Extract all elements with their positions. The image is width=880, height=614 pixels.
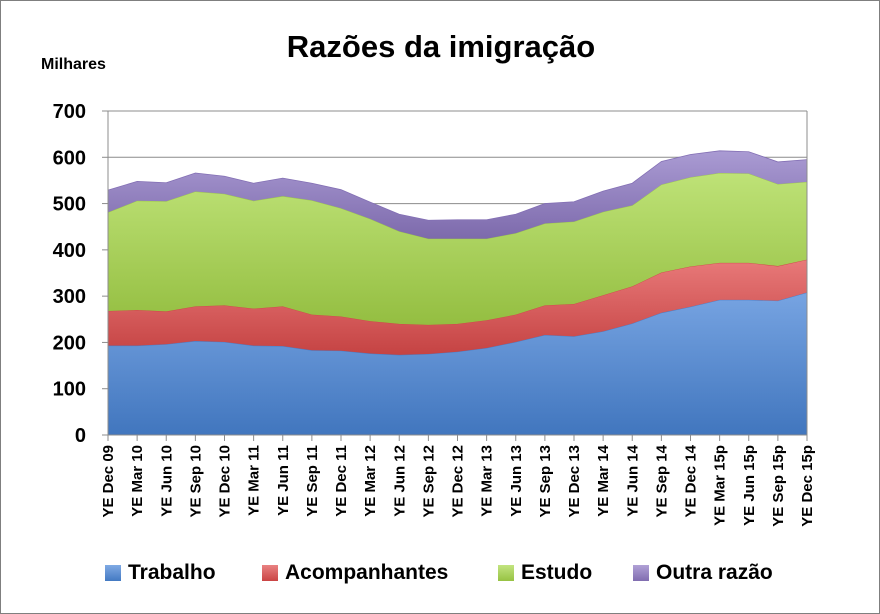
area-series-acompanhantes [108, 259, 807, 355]
x-tick-label: YE Mar 10 [129, 445, 146, 517]
y-tick-label: 300 [53, 286, 86, 308]
x-tick-label: YE Sep 15p [770, 445, 787, 527]
x-tick-label: YE Mar 15p [712, 445, 729, 526]
x-tick-label: YE Jun 11 [275, 445, 292, 516]
stacked-area-plot: 0 100 200 300 400 500 600 700 YE Dec 09 YE Mar 10… [53, 101, 816, 527]
y-axis-unit-label: Milhares [41, 56, 106, 73]
x-tick-label: YE Sep 14 [653, 444, 670, 517]
legend-label: Estudo [521, 561, 593, 584]
x-tick-label: YE Jun 12 [391, 445, 408, 517]
area-series-outra-razão [108, 150, 807, 239]
area-series-estudo [108, 173, 807, 325]
area-edge-outra-razão [107, 150, 808, 221]
x-tick-label: YE Sep 13 [537, 445, 554, 518]
legend-swatch [633, 565, 649, 581]
area-series-trabalho [108, 292, 807, 435]
x-tick-label: YE Mar 13 [479, 445, 496, 517]
y-tick-label: 200 [53, 332, 86, 354]
legend-swatch [262, 565, 278, 581]
y-tick-label: 600 [53, 147, 86, 169]
x-tick-label: YE Dec 11 [333, 445, 350, 517]
x-tick-label: YE Dec 14 [683, 444, 700, 517]
x-tick-label: YE Jun 15p [741, 445, 758, 526]
legend-item-acompanhantes: Acompanhantes [262, 561, 448, 585]
x-tick-label: YE Mar 11 [246, 445, 263, 516]
x-tick-label: YE Dec 09 [100, 445, 117, 518]
legend-swatch [105, 565, 121, 581]
x-tick-label: YE Dec 15p [799, 445, 816, 527]
legend-item-outra-razão: Outra razão [633, 561, 773, 585]
y-tick-label: 400 [53, 240, 86, 262]
y-tick-label: 100 [53, 379, 86, 401]
y-tick-label: 500 [53, 194, 86, 216]
legend-label: Outra razão [656, 561, 773, 584]
chart-title: Razões da imigração [286, 29, 596, 64]
y-tick-label: 0 [75, 425, 86, 447]
x-tick-label: YE Dec 10 [217, 445, 234, 518]
x-tick-label: YE Sep 11 [304, 445, 321, 517]
x-tick-label: YE Jun 10 [158, 445, 175, 517]
x-tick-label: YE Dec 12 [450, 445, 467, 518]
x-tick-label: YE Dec 13 [566, 445, 583, 518]
legend-swatch [498, 565, 514, 581]
x-tick-label: YE Jun 14 [624, 444, 641, 516]
legend-item-trabalho: Trabalho [105, 561, 216, 585]
y-tick-label: 700 [53, 101, 86, 123]
x-tick-label: YE Mar 12 [362, 445, 379, 517]
x-tick-label: YE Sep 12 [420, 445, 437, 518]
x-tick-label: YE Mar 14 [595, 444, 612, 516]
x-tick-label: YE Sep 10 [187, 445, 204, 518]
legend-item-estudo: Estudo [498, 561, 592, 585]
x-tick-label: YE Jun 13 [508, 445, 525, 517]
legend-label: Trabalho [128, 561, 216, 584]
legend-label: Acompanhantes [285, 561, 449, 584]
legend: Trabalho Acompanhantes Estudo Outra razão [1, 561, 880, 591]
